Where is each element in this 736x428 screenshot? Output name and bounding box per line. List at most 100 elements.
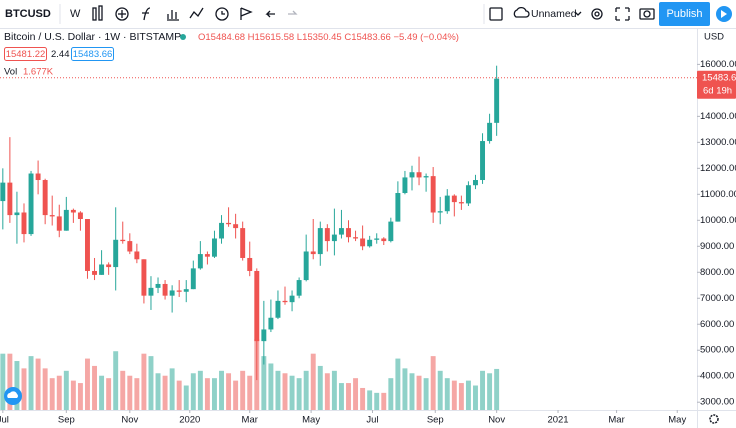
volume-bar — [106, 378, 112, 410]
volume-bar — [346, 383, 351, 410]
candle-body — [261, 329, 267, 342]
currency: USD — [704, 32, 724, 43]
volume-bar — [465, 380, 471, 410]
candle-body — [190, 268, 196, 290]
volume-bar — [155, 373, 161, 410]
candle-body — [289, 295, 295, 303]
volume-bar — [49, 378, 55, 410]
candle-body — [127, 241, 133, 252]
y-tick-label: 6000.00 — [700, 319, 734, 330]
volume-bar — [70, 380, 76, 410]
candle-body — [473, 180, 478, 186]
x-tick-label: Nov — [488, 415, 505, 426]
candle-body — [451, 195, 457, 203]
bid-box[interactable] — [4, 47, 47, 61]
x-tick-label: Sep — [58, 415, 75, 426]
volume-bar — [261, 356, 267, 410]
candle-body — [338, 228, 344, 235]
volume-bar — [275, 370, 281, 410]
volume-last: 1.677K — [23, 67, 54, 78]
candle-body — [303, 251, 309, 281]
volume-bar — [176, 380, 182, 410]
candle-body — [148, 287, 154, 296]
volume-bar — [219, 370, 224, 410]
volume-bar — [494, 368, 500, 410]
volume-bar — [127, 375, 133, 410]
x-tick-label: 2021 — [547, 415, 568, 426]
toolbar — [0, 0, 736, 28]
volume-bar — [56, 375, 62, 410]
candle-body — [162, 283, 168, 296]
volume-bar — [204, 378, 210, 410]
settings-icon[interactable] — [709, 414, 719, 424]
candle-body — [7, 182, 13, 216]
x-tick-label: Sep — [427, 415, 444, 426]
volume-bar — [148, 356, 154, 410]
volume-bar — [92, 365, 98, 410]
candle-body — [0, 182, 6, 202]
ask[interactable]: 15483.66 — [73, 49, 113, 60]
candle-body — [275, 300, 281, 318]
y-tick-label: 3000.00 — [700, 397, 734, 408]
publish-button[interactable] — [659, 2, 710, 26]
candle-body — [233, 224, 239, 229]
candle-body — [106, 264, 112, 268]
volume-bar — [409, 373, 415, 410]
y-tick-label: 5000.00 — [700, 345, 734, 356]
toolbar-icons[interactable] — [92, 5, 655, 21]
candle-body — [395, 193, 401, 222]
volume-title: Vol — [4, 67, 17, 78]
candle-body — [268, 317, 274, 330]
candle-body — [247, 257, 253, 271]
candle-body — [381, 238, 387, 242]
volume-bar — [402, 368, 408, 410]
volume-bar — [416, 375, 422, 410]
candle-body — [176, 290, 182, 292]
volume-bar — [233, 380, 239, 410]
candle-body — [211, 238, 217, 257]
volume-bar — [303, 370, 309, 410]
candle-body — [437, 211, 443, 213]
y-tick-label: 13000.00 — [700, 137, 736, 148]
candle-body — [317, 228, 323, 255]
ask-box[interactable] — [71, 47, 114, 61]
candle-body — [183, 289, 189, 292]
volume-bar — [141, 353, 147, 410]
candle-body — [458, 202, 464, 204]
volume-bar — [487, 373, 493, 410]
candle-body — [169, 290, 175, 296]
volume-bar — [240, 370, 246, 410]
x-tick-label: Jul — [366, 415, 378, 426]
x-tick-label: 2020 — [179, 415, 200, 426]
last-price-tag — [697, 70, 736, 99]
candle-body — [14, 212, 20, 216]
volume-bar — [85, 358, 90, 410]
volume-bar — [451, 380, 457, 410]
volume-bar — [14, 361, 20, 410]
candle-body — [367, 239, 373, 247]
volume-bar — [395, 358, 401, 410]
layout-name[interactable]: Unnamed — [531, 8, 577, 20]
volume-bar — [289, 375, 295, 410]
candle-body — [56, 216, 62, 231]
y-tick-label: 16000.00 — [700, 59, 736, 70]
interval[interactable]: W — [70, 8, 81, 20]
candle-body — [120, 239, 126, 242]
y-tick-label: 4000.00 — [700, 371, 734, 382]
publish-label[interactable]: Publish — [666, 8, 702, 20]
y-tick-label: 9000.00 — [700, 241, 734, 252]
volume-bar — [162, 375, 168, 410]
candle-body — [360, 238, 366, 247]
volume-bar — [360, 387, 366, 410]
volume-bar — [197, 370, 203, 410]
volume-bar — [21, 368, 27, 410]
volume-bar — [381, 392, 387, 410]
candle-body — [353, 237, 359, 239]
volume-bar — [282, 373, 288, 410]
volume-bar — [444, 378, 450, 410]
volume-bar — [458, 383, 464, 410]
volume-bar — [63, 370, 69, 410]
bid[interactable]: 15481.22 — [6, 49, 46, 60]
open: O15484.68 — [198, 32, 245, 43]
symbol[interactable]: BTCUSD — [5, 8, 51, 20]
